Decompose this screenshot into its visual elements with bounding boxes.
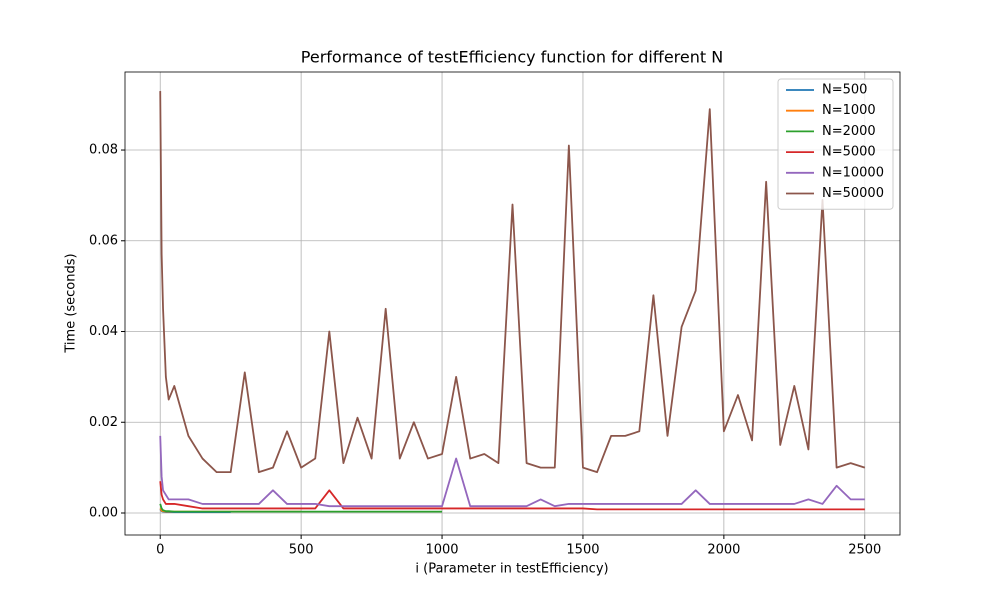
y-tick-label: 0.02 — [89, 415, 118, 430]
x-tick-label: 500 — [289, 543, 314, 558]
x-tick-label: 1500 — [566, 543, 599, 558]
legend-label: N=500 — [822, 83, 867, 98]
y-tick-label: 0.04 — [89, 324, 118, 339]
plot-frame — [124, 71, 901, 536]
y-tick-label: 0.00 — [89, 505, 118, 520]
y-tick-label: 0.08 — [89, 143, 118, 158]
chart-title: Performance of testEfficiency function f… — [301, 48, 723, 67]
x-axis-label: i (Parameter in testEfficiency) — [415, 562, 608, 577]
legend-label: N=10000 — [822, 165, 884, 180]
legend-label: N=2000 — [822, 124, 876, 139]
series-line — [159, 435, 865, 508]
y-tick-label: 0.06 — [89, 233, 118, 248]
y-axis-label: Time (seconds) — [64, 253, 79, 353]
series-line — [159, 503, 443, 513]
x-tick-label: 1000 — [425, 543, 458, 558]
x-tick-label: 0 — [156, 543, 164, 558]
legend-label: N=50000 — [822, 186, 884, 201]
x-tick-label: 2000 — [707, 543, 740, 558]
series-line — [159, 91, 866, 474]
legend-label: N=5000 — [822, 145, 876, 160]
x-tick-label: 2500 — [848, 543, 881, 558]
legend-label: N=1000 — [822, 103, 876, 118]
series-line — [159, 481, 865, 511]
